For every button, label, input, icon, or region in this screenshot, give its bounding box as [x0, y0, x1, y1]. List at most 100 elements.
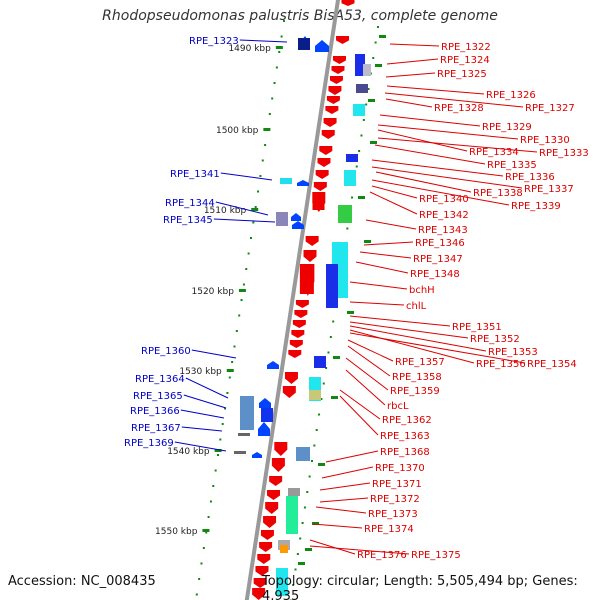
right-gene-label: RPE_1329: [482, 122, 532, 133]
genome-title: Rhodopseudomonas palustris BisA53, compl…: [102, 8, 498, 24]
gene-arrow-reverse: [303, 250, 317, 262]
scale-dot: [273, 82, 276, 84]
right-leader-line: [319, 482, 371, 491]
gene-block-grey: [234, 451, 246, 454]
scale-dot: [214, 469, 217, 472]
gene-arrow-reverse: [274, 442, 288, 456]
kbp-tick-label: 1490 kbp: [228, 44, 271, 54]
right-gene-label: RPE_1339: [511, 201, 561, 212]
scale-dot: [257, 190, 260, 193]
right-gene-label: RPE_1347: [413, 254, 463, 265]
right-gene-label: RPE_1340: [419, 194, 469, 205]
scale-dot: [301, 522, 304, 524]
right-gene-label: RPE_1327: [525, 103, 575, 114]
scale-dot: [205, 531, 208, 534]
right-gene-label: RPE_1322: [441, 42, 491, 53]
right-gene-label: RPE_1358: [392, 372, 442, 383]
genome-axis-line: [244, 0, 341, 600]
gene-arrow-reverse: [305, 236, 319, 246]
scale-dot: [351, 196, 354, 199]
gene-arrow-reverse: [294, 310, 308, 318]
right-leader-line: [359, 251, 412, 259]
gene-arrow-reverse: [313, 182, 327, 191]
right-leader-line: [349, 329, 475, 364]
right-gene-label: RPE_1351: [452, 322, 502, 333]
scale-dot: [278, 51, 281, 53]
scale-dot: [355, 165, 358, 168]
right-gene-label: RPE_1326: [486, 90, 536, 101]
right-gene-label: RPE_1333: [539, 148, 589, 159]
strand-tick-mark: [347, 311, 354, 314]
right-leader-line: [371, 185, 418, 199]
strand-tick-mark: [298, 562, 305, 565]
scale-dot: [294, 568, 297, 571]
scale-dot: [245, 268, 248, 270]
gene-arrow-reverse: [325, 106, 339, 114]
scale-dot: [252, 221, 255, 224]
gene-block-olive: [309, 390, 321, 400]
gene-block-cyan: [353, 104, 365, 116]
left-gene-label: RPE_1367: [131, 423, 181, 434]
scale-dot: [264, 144, 267, 146]
left-gene-label: RPE_1345: [163, 215, 213, 226]
right-leader-line: [345, 369, 386, 406]
right-gene-label: bchH: [409, 285, 435, 296]
right-leader-line: [371, 179, 510, 206]
left-gene-label: RPE_1365: [133, 391, 183, 402]
gene-arrow-reverse: [319, 146, 333, 155]
accession-label: Accession: NC_008435: [8, 574, 156, 589]
scale-dot: [259, 175, 262, 177]
scale-dot: [224, 407, 227, 410]
gene-block-orange: [280, 545, 288, 553]
kbp-tick-mark: [251, 208, 259, 211]
gene-arrow-forward: [292, 221, 304, 229]
scale-dot: [221, 423, 224, 425]
scale-dot: [268, 113, 271, 115]
strand-tick-mark: [305, 548, 312, 551]
scale-dot: [362, 119, 365, 121]
left-gene-label: RPE_1360: [141, 346, 191, 357]
right-leader-line: [377, 129, 468, 152]
scale-dot: [238, 314, 241, 317]
gene-block-steelblue: [296, 447, 310, 461]
strand-tick-mark: [358, 196, 365, 199]
gene-arrow-reverse: [269, 476, 283, 486]
strand-tick-mark: [312, 522, 319, 525]
gene-block-lavender: [276, 212, 288, 226]
right-leader-line: [375, 171, 472, 193]
left-leader-line: [180, 409, 225, 419]
strand-tick-mark: [379, 35, 386, 38]
left-leader-line: [185, 377, 229, 399]
gene-block-cyan: [276, 568, 288, 596]
right-leader-line: [339, 395, 379, 436]
right-leader-line: [385, 98, 433, 108]
gene-arrow-reverse: [329, 76, 343, 84]
kbp-tick-label: 1540 kbp: [167, 447, 210, 457]
right-gene-label: RPE_1330: [520, 135, 570, 146]
scale-dot: [271, 97, 274, 100]
scale-dot: [207, 516, 210, 518]
left-leader-line: [191, 349, 237, 359]
gene-block-blue: [326, 264, 338, 308]
right-gene-label: RPE_1362: [382, 415, 432, 426]
gene-block-grey: [238, 433, 250, 436]
kbp-tick-label: 1510 kbp: [204, 206, 247, 216]
scale-dot: [275, 66, 278, 69]
right-leader-line: [365, 219, 417, 230]
right-gene-label: RPE_1375: [411, 550, 461, 561]
gene-arrow-reverse: [263, 516, 277, 528]
right-gene-label: RPE_1335: [487, 160, 537, 171]
gene-block-blue: [355, 54, 365, 76]
strand-tick-mark: [331, 396, 338, 399]
right-leader-line: [384, 92, 524, 108]
scale-dot: [235, 330, 238, 332]
gene-arrow-reverse: [255, 566, 269, 576]
scale-dot: [216, 454, 219, 456]
right-leader-line: [377, 137, 538, 153]
right-leader-line: [371, 159, 504, 177]
scale-dot: [233, 345, 236, 348]
scale-dot: [231, 361, 234, 363]
strand-tick-mark: [364, 240, 371, 243]
scale-dot: [310, 460, 313, 462]
gene-arrow-reverse: [282, 386, 296, 398]
